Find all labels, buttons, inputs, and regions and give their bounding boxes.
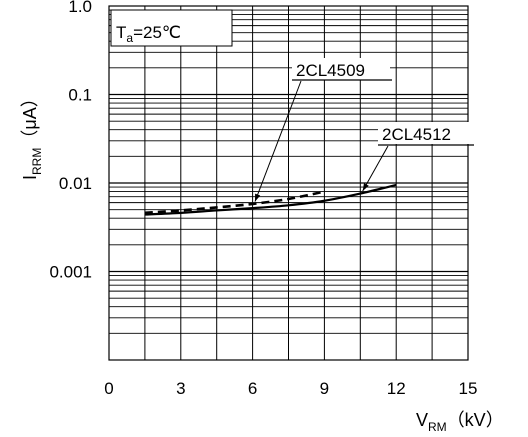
- condition-box: [110, 9, 233, 47]
- x-tick-label: 3: [176, 379, 185, 398]
- annotation-2CL4512: 2CL4512: [362, 122, 476, 192]
- annotation-leader: [362, 145, 389, 192]
- arrowhead: [254, 193, 261, 202]
- annotation-label: 2CL4509: [296, 61, 365, 80]
- y-tick-label: 0.001: [49, 263, 92, 282]
- annotation-label: 2CL4512: [382, 125, 451, 144]
- annotation-leader: [254, 80, 302, 202]
- plot-frame: [108, 5, 469, 361]
- x-tick-label: 6: [248, 379, 257, 398]
- condition-label: Ta=25℃: [116, 23, 181, 45]
- grid: [109, 6, 468, 360]
- x-tick-label: 0: [104, 379, 113, 398]
- y-tick-label: 1.0: [68, 0, 92, 16]
- arrowhead: [362, 183, 369, 191]
- y-tick-label: 0.1: [68, 86, 92, 105]
- series-line-2CL4509: [144, 190, 325, 215]
- x-tick-labels: 0 3 6 9 12 15: [104, 379, 477, 398]
- y-axis-label: IRRM（μA）: [20, 89, 44, 180]
- y-tick-label: 0.01: [59, 174, 92, 193]
- y-tick-labels: 1.0 0.1 0.01 0.001: [49, 0, 92, 282]
- series-layer: [144, 183, 397, 216]
- annotation-box: [378, 122, 476, 144]
- x-tick-label: 12: [387, 379, 406, 398]
- x-tick-label: 9: [320, 379, 329, 398]
- series-line-2CL4512: [144, 183, 397, 216]
- annotation-box: [292, 58, 390, 80]
- x-axis-label: VRM（kV）: [416, 410, 504, 434]
- x-tick-label: 15: [459, 379, 478, 398]
- annotation-2CL4509: 2CL4509: [254, 58, 392, 202]
